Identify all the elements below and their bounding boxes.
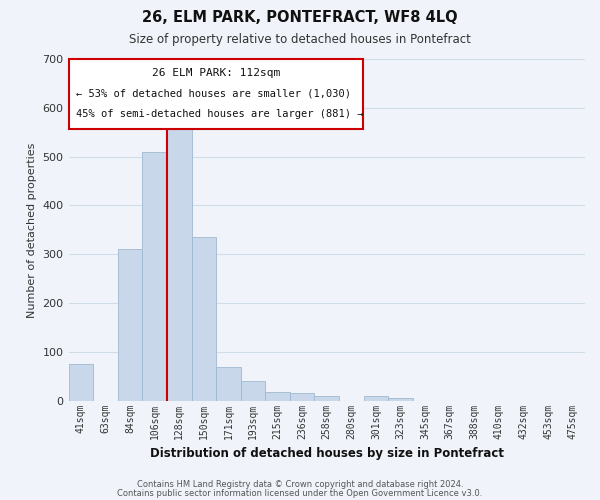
Text: ← 53% of detached houses are smaller (1,030): ← 53% of detached houses are smaller (1,… <box>76 88 351 98</box>
Text: 26, ELM PARK, PONTEFRACT, WF8 4LQ: 26, ELM PARK, PONTEFRACT, WF8 4LQ <box>142 10 458 25</box>
Text: Size of property relative to detached houses in Pontefract: Size of property relative to detached ho… <box>129 32 471 46</box>
Bar <box>167 118 191 401</box>
Y-axis label: Number of detached properties: Number of detached properties <box>27 142 37 318</box>
Bar <box>142 152 167 400</box>
Bar <box>241 381 265 400</box>
Text: 45% of semi-detached houses are larger (881) →: 45% of semi-detached houses are larger (… <box>76 108 364 118</box>
Bar <box>216 368 241 400</box>
Text: 26 ELM PARK: 112sqm: 26 ELM PARK: 112sqm <box>152 68 280 78</box>
FancyBboxPatch shape <box>68 59 363 129</box>
Bar <box>191 237 216 400</box>
Bar <box>314 396 339 400</box>
Bar <box>265 392 290 400</box>
Text: Contains public sector information licensed under the Open Government Licence v3: Contains public sector information licen… <box>118 489 482 498</box>
X-axis label: Distribution of detached houses by size in Pontefract: Distribution of detached houses by size … <box>150 447 504 460</box>
Bar <box>118 250 142 400</box>
Bar <box>364 396 388 400</box>
Text: Contains HM Land Registry data © Crown copyright and database right 2024.: Contains HM Land Registry data © Crown c… <box>137 480 463 489</box>
Bar <box>388 398 413 400</box>
Bar <box>290 394 314 400</box>
Bar <box>68 364 93 401</box>
